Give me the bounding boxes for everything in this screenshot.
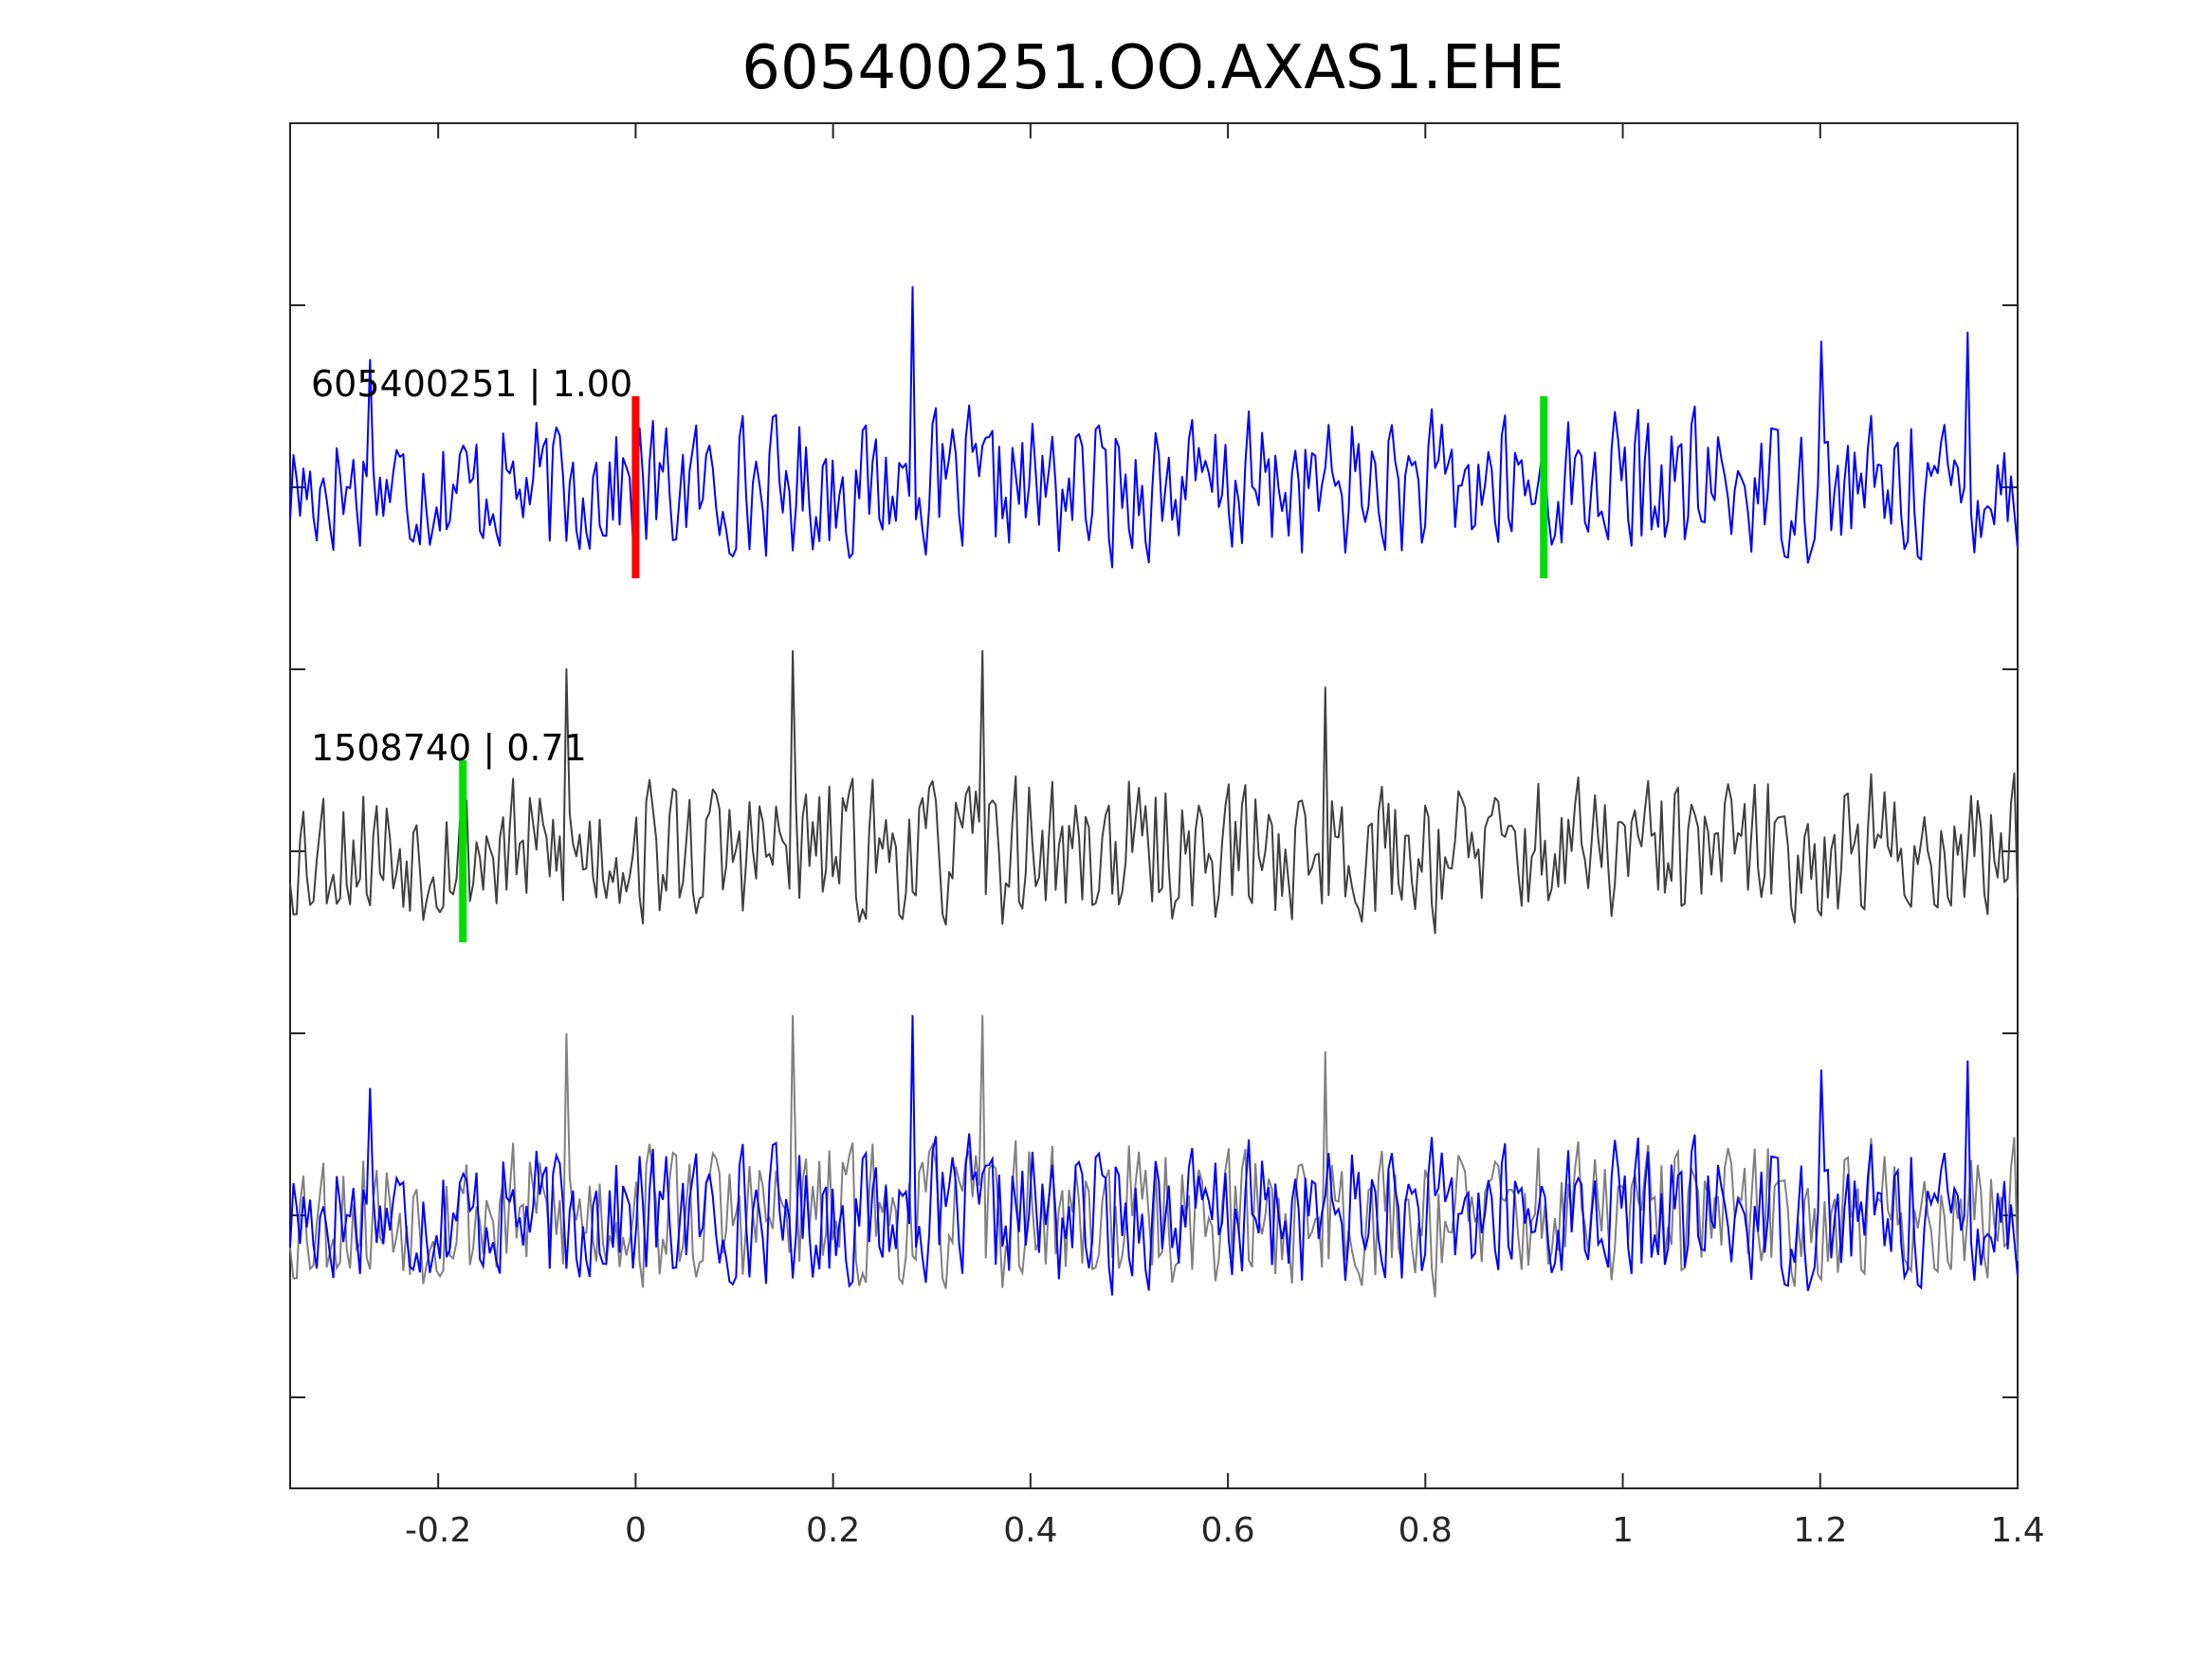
overlay-template-line	[289, 1014, 2019, 1296]
picks-layer	[459, 396, 1548, 942]
traces-layer	[289, 285, 2019, 1298]
chart-title: 605400251.OO.AXAS1.EHE	[741, 33, 1563, 103]
trace-line-1	[289, 285, 2019, 569]
trace-line-2	[289, 649, 2019, 935]
trace-label: 1508740 | 0.71	[311, 727, 587, 770]
x-tick-label: 0.4	[1003, 1511, 1057, 1550]
axes-frame	[289, 122, 2019, 1489]
x-tick-label: 0	[625, 1511, 647, 1550]
x-tick-label: 0.2	[806, 1511, 860, 1550]
x-tick-label: 1.4	[1990, 1511, 2044, 1550]
x-tick-label: 1	[1612, 1511, 1634, 1550]
trace-labels: 605400251 | 1.00 1508740 | 0.71	[311, 363, 632, 770]
overlay-event-line	[289, 1014, 2019, 1298]
axis-ticks: -0.2 0 0.2 0.4 0.6 0.8 1 1.2 1.4	[290, 123, 2045, 1550]
x-tick-label: 0.6	[1200, 1511, 1254, 1550]
trace-label: 605400251 | 1.00	[311, 363, 632, 406]
x-tick-label: -0.2	[405, 1511, 471, 1550]
x-tick-label: 0.8	[1398, 1511, 1453, 1550]
x-tick-label: 1.2	[1793, 1511, 1847, 1550]
